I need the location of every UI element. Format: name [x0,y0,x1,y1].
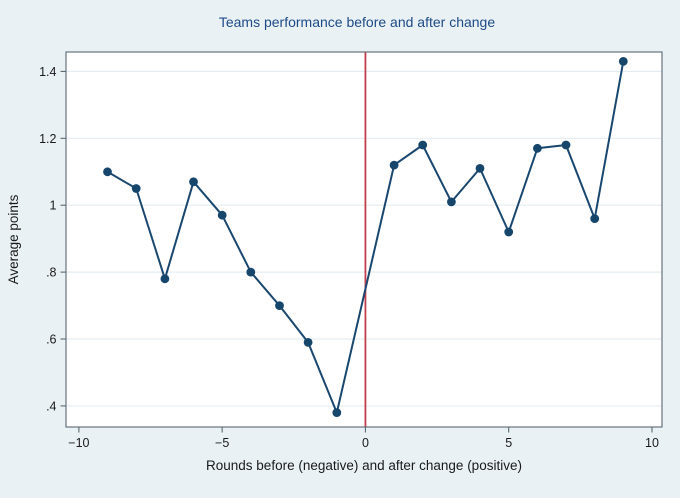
x-axis-title: Rounds before (negative) and after chang… [206,458,522,473]
y-tick-label: 1.2 [39,132,56,146]
data-point [389,160,399,170]
data-point [303,338,313,347]
y-tick-label: .8 [46,266,56,280]
plot-frame [65,51,663,428]
data-point [189,177,198,187]
x-tick-label: 0 [362,436,369,450]
data-point [131,184,141,193]
plot-background [66,52,662,427]
data-point [246,267,256,277]
y-tick-label: 1 [50,199,57,213]
data-point [275,301,284,310]
data-point [475,164,485,173]
y-tick-label: 1.4 [39,65,56,79]
plot-area: .4 .6 .8 1 1.2 1.4 −10 −5 0 5 10 [39,51,663,450]
y-tick-label: .4 [46,399,56,413]
data-point [590,214,600,224]
data-point [447,197,456,207]
data-point [418,140,428,150]
x-tick-label: −5 [215,436,229,450]
y-tick-label: .6 [46,333,56,347]
x-tick-label: 10 [645,436,659,450]
data-point [618,57,628,66]
data-point [561,140,571,150]
data-point [504,227,514,237]
data-point [217,210,227,220]
chart-title: Teams performance before and after chang… [219,14,495,30]
x-tick-label: 5 [505,436,512,450]
data-point [103,167,112,177]
data-line [106,60,625,414]
x-tick-label: −10 [68,436,89,450]
data-point [332,408,342,417]
data-point [160,274,170,284]
data-point [533,143,542,153]
y-axis-title: Average points [6,194,21,284]
